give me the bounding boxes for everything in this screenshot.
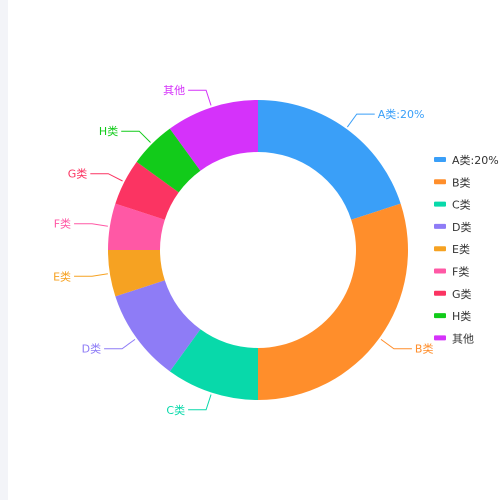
- slice-6[interactable]: [115, 161, 179, 220]
- legend-swatch-6: [434, 290, 446, 296]
- slice-5[interactable]: [108, 203, 165, 250]
- legend-label-1: B类: [452, 175, 471, 189]
- slice-label-8: 其他: [163, 84, 185, 97]
- slice-2[interactable]: [169, 329, 258, 400]
- legend-swatch-7: [434, 313, 446, 319]
- label-line-4: [74, 273, 108, 277]
- slice-label-3: D类: [82, 342, 101, 356]
- slice-label-6: G类: [68, 167, 88, 181]
- label-line-3: [104, 338, 136, 350]
- legend-label-5: F类: [452, 265, 469, 279]
- slice-1[interactable]: [258, 203, 408, 400]
- donut-chart: A类:20%B类C类D类E类F类G类H类其他A类:20%B类C类D类E类F类G类…: [53, 84, 499, 417]
- legend-label-4: E类: [452, 242, 470, 256]
- legend-item-8[interactable]: 其他: [434, 332, 474, 345]
- legend-label-8: 其他: [452, 332, 474, 345]
- slice-label-1: B类: [415, 342, 434, 356]
- slice-8[interactable]: [169, 100, 258, 171]
- label-line-8: [188, 89, 212, 106]
- label-line-7: [121, 130, 151, 143]
- legend-item-1[interactable]: B类: [434, 175, 471, 189]
- legend-swatch-4: [434, 246, 446, 252]
- label-line-0: [346, 113, 375, 128]
- legend-label-3: D类: [452, 220, 471, 234]
- legend-label-6: G类: [452, 287, 472, 301]
- legend-item-5[interactable]: F类: [434, 265, 469, 279]
- legend-swatch-2: [434, 201, 446, 207]
- legend-swatch-5: [434, 268, 446, 274]
- slice-label-0: A类:20%: [378, 107, 425, 121]
- slice-label-5: F类: [54, 217, 71, 231]
- legend-item-7[interactable]: H类: [434, 309, 471, 323]
- label-line-2: [188, 394, 212, 411]
- legend-item-3[interactable]: D类: [434, 220, 471, 234]
- chart-panel: A类:20% B类 C类 D类 E类 F类 G类 H类 其他 A类:20% B类 C类 D类 E类 F类 G类…: [8, 0, 500, 500]
- legend-item-6[interactable]: G类: [434, 287, 472, 301]
- slice-3[interactable]: [115, 280, 201, 372]
- legend-item-0[interactable]: A类:20%: [434, 153, 499, 167]
- slice-4[interactable]: [108, 250, 165, 297]
- legend-swatch-3: [434, 223, 446, 229]
- label-line-5: [74, 223, 108, 227]
- slice-label-2: C类: [166, 403, 185, 417]
- legend-item-2[interactable]: C类: [434, 198, 471, 212]
- legend-item-4[interactable]: E类: [434, 242, 470, 256]
- legend-swatch-1: [434, 179, 446, 185]
- legend-label-7: H类: [452, 309, 471, 323]
- legend-label-0: A类:20%: [452, 153, 499, 167]
- slice-0[interactable]: [258, 100, 401, 220]
- slice-label-4: E类: [53, 269, 71, 283]
- slice-7[interactable]: [136, 128, 201, 193]
- slice-label-7: H类: [99, 124, 118, 138]
- legend-swatch-0: [434, 157, 446, 162]
- label-line-1: [380, 338, 412, 350]
- legend-label-2: C类: [452, 198, 471, 212]
- label-line-6: [90, 173, 123, 182]
- legend-swatch-8: [434, 335, 446, 341]
